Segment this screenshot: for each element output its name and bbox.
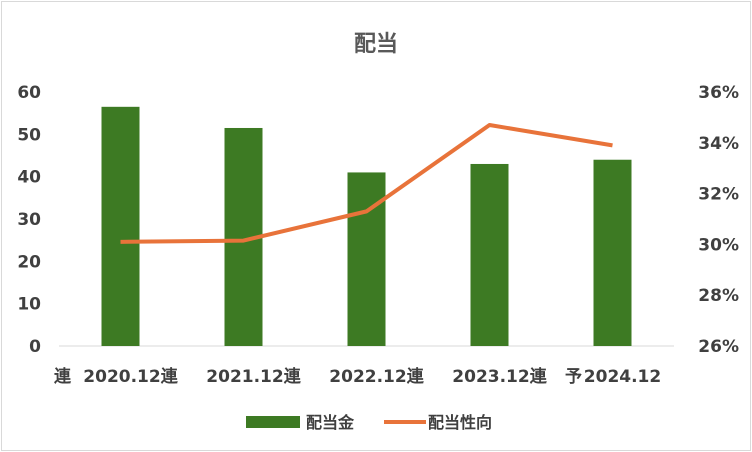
category-label: 2022.12連 (329, 366, 424, 387)
category-labels: 連 予 2020.12連 2021.12連 2022.12連 2023.12連 2024… (54, 366, 661, 387)
line-series (120, 123, 613, 244)
category-label: 2020.12連 (83, 366, 178, 387)
bar (470, 163, 509, 346)
forecast-prefix-label: 予 (565, 367, 582, 387)
bar (347, 172, 386, 346)
right-tick-label: 28% (698, 286, 739, 306)
bar (593, 159, 632, 346)
right-tick-label: 32% (698, 185, 739, 205)
right-tick-label: 34% (698, 134, 739, 154)
category-label: 2024.12 (584, 367, 661, 387)
left-tick-label: 40 (17, 168, 41, 188)
legend-bar-label: 配当金 (306, 413, 355, 432)
right-axis: 26% 28% 30% 32% 34% 36% (698, 83, 739, 357)
left-tick-label: 0 (29, 337, 41, 357)
left-axis: 0 10 20 30 40 50 60 (17, 83, 41, 357)
left-tick-label: 60 (17, 83, 41, 103)
leading-category-label: 連 (54, 366, 72, 387)
right-tick-label: 26% (698, 337, 739, 357)
chart-title: 配当 (354, 32, 398, 57)
legend: 配当金 配当性向 (246, 413, 492, 432)
legend-line-label: 配当性向 (428, 413, 492, 432)
legend-bar-swatch (246, 416, 300, 428)
left-tick-label: 10 (17, 295, 41, 315)
right-tick-label: 36% (698, 83, 739, 103)
bar-series (101, 106, 632, 346)
left-tick-label: 20 (17, 252, 41, 272)
category-label: 2021.12連 (206, 366, 301, 387)
left-tick-label: 30 (17, 210, 41, 230)
left-tick-label: 50 (17, 125, 41, 145)
right-tick-label: 30% (698, 235, 739, 255)
bar (101, 106, 140, 346)
category-label: 2023.12連 (452, 366, 547, 387)
